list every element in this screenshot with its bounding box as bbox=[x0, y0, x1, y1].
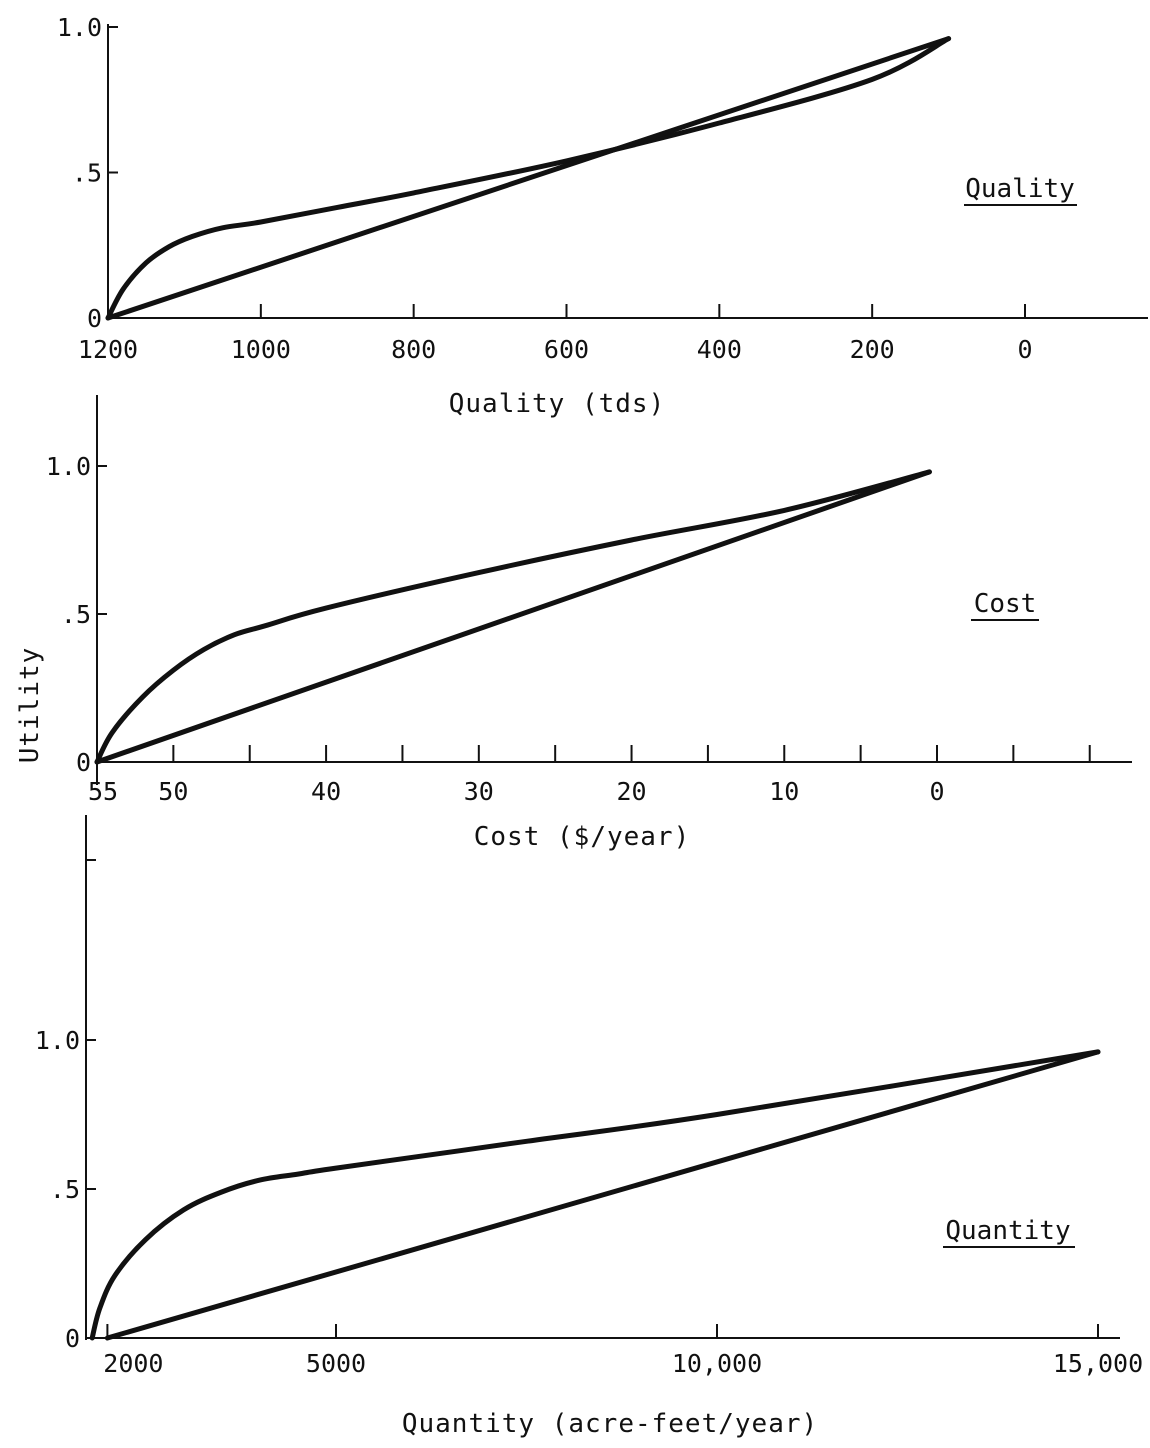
quality-x-axis-label: Quality (tds) bbox=[449, 389, 666, 419]
quality-x-tick-label: 0 bbox=[1017, 335, 1032, 364]
cost-x-tick-label: 0 bbox=[929, 777, 944, 806]
quality-y-tick-label: 0 bbox=[87, 304, 102, 333]
quality-panel: 0 .5 1.0 1200 1000 800 600 400 200 0 Quality Qual… bbox=[57, 13, 1148, 419]
quality-y-tick-label: .5 bbox=[72, 159, 102, 188]
quantity-panel-label: Quantity bbox=[945, 1216, 1070, 1246]
quality-x-tick-label: 800 bbox=[391, 335, 436, 364]
quality-x-tick-label: 1000 bbox=[231, 335, 291, 364]
quality-axes: 0 .5 1.0 1200 1000 800 600 400 200 0 bbox=[57, 13, 1148, 364]
quality-panel-label: Quality bbox=[965, 174, 1075, 204]
quantity-panel: 0 .5 1.0 2000 5000 10,000 15,000 Quantity Quan… bbox=[35, 815, 1143, 1439]
cost-x-tick-label: 40 bbox=[311, 777, 341, 806]
quantity-x-tick-label: 2000 bbox=[103, 1349, 163, 1378]
y-axis-label: Utility bbox=[15, 647, 45, 764]
quantity-linear-curve bbox=[104, 1049, 1101, 1341]
quality-x-tick-label: 400 bbox=[697, 335, 742, 364]
quantity-axes: 0 .5 1.0 2000 5000 10,000 15,000 bbox=[35, 815, 1143, 1378]
quality-x-tick-label: 600 bbox=[544, 335, 589, 364]
quantity-y-tick-label: 0 bbox=[65, 1324, 80, 1353]
cost-axes: 0 .5 1.0 55 50 40 30 20 10 0 bbox=[46, 395, 1132, 806]
quantity-curves bbox=[89, 1049, 1101, 1341]
quantity-x-tick-label: 10,000 bbox=[672, 1349, 762, 1378]
cost-x-tick-label: 30 bbox=[464, 777, 494, 806]
quantity-concave-curve bbox=[89, 1049, 1101, 1341]
cost-panel: 0 .5 1.0 55 50 40 30 20 10 0 Cost Cost ($/year) bbox=[46, 395, 1132, 852]
cost-y-tick-label: 1.0 bbox=[46, 452, 91, 481]
quality-linear-curve bbox=[105, 36, 952, 321]
cost-x-tick-label: 10 bbox=[769, 777, 799, 806]
cost-x-tick-label: 55 bbox=[88, 777, 118, 806]
quality-curves bbox=[105, 36, 952, 321]
cost-panel-label: Cost bbox=[974, 589, 1037, 619]
quantity-y-tick-label: 1.0 bbox=[35, 1026, 80, 1055]
cost-x-tick-label: 50 bbox=[158, 777, 188, 806]
quantity-x-axis-label: Quantity (acre-feet/year) bbox=[402, 1409, 818, 1439]
cost-linear-curve bbox=[94, 469, 932, 765]
cost-concave-curve bbox=[94, 469, 932, 765]
quantity-x-tick-label: 5000 bbox=[306, 1349, 366, 1378]
cost-y-tick-label: .5 bbox=[61, 600, 91, 629]
quality-y-tick-label: 1.0 bbox=[57, 13, 102, 42]
cost-x-axis-label: Cost ($/year) bbox=[474, 822, 691, 852]
cost-x-tick-label: 20 bbox=[616, 777, 646, 806]
quantity-x-tick-label: 15,000 bbox=[1053, 1349, 1143, 1378]
cost-curves bbox=[94, 469, 932, 765]
quality-x-tick-label: 1200 bbox=[78, 335, 138, 364]
quality-x-tick-label: 200 bbox=[850, 335, 895, 364]
quality-concave-curve bbox=[105, 36, 952, 321]
quantity-y-tick-label: .5 bbox=[50, 1175, 80, 1204]
cost-y-tick-label: 0 bbox=[76, 748, 91, 777]
